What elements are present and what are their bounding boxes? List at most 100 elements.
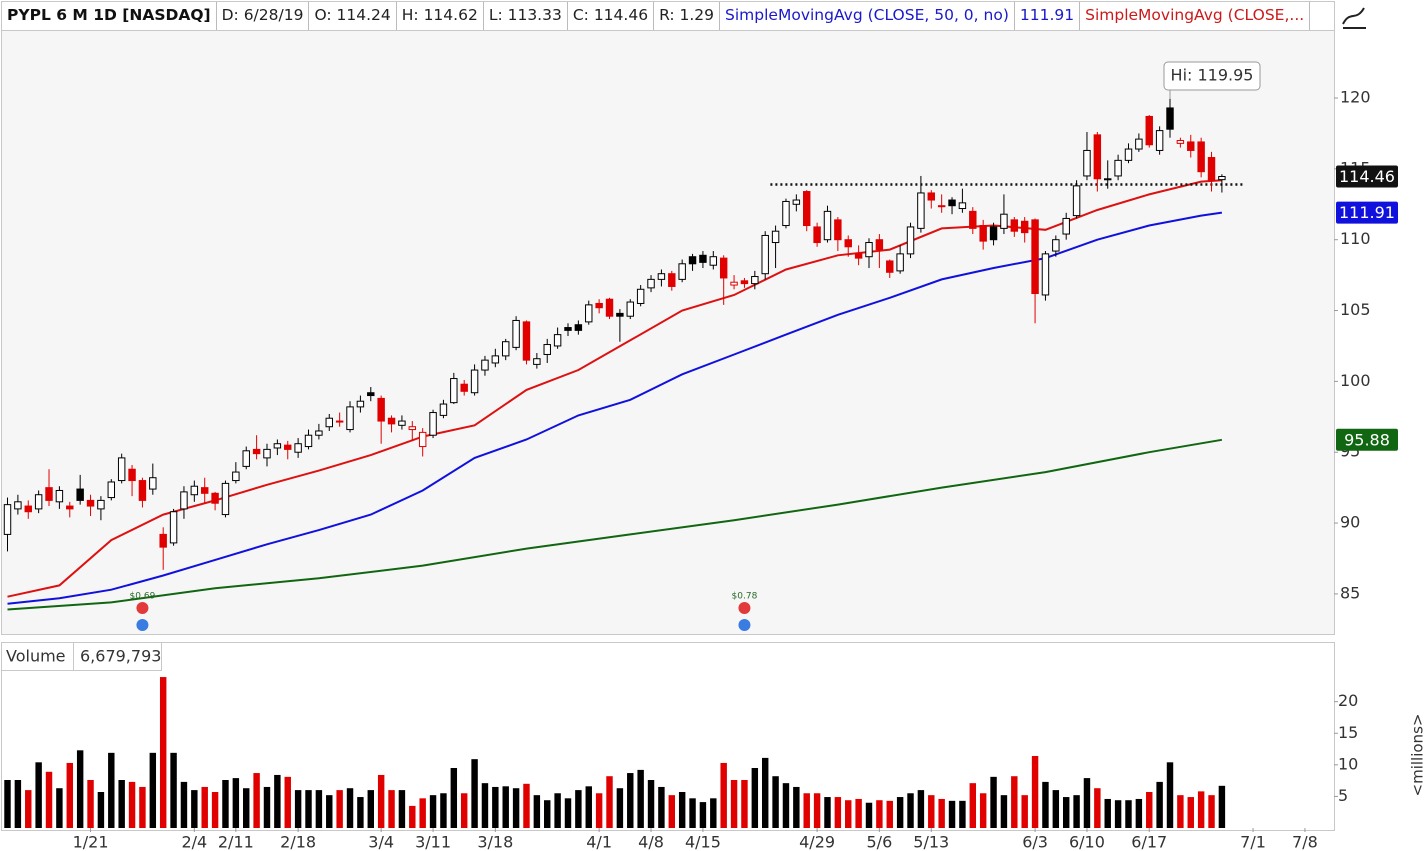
candle-body [657, 273, 666, 280]
volume-bar [1135, 798, 1143, 828]
event-dividend-icon [136, 619, 149, 631]
candle-body [14, 501, 22, 510]
candle-body [97, 499, 105, 510]
candle-body [875, 239, 884, 251]
volume-pane [1, 642, 1335, 831]
candle-body [719, 257, 728, 279]
candle-body [304, 434, 313, 448]
volume-bar [97, 792, 105, 828]
candle-body [284, 444, 292, 450]
x-tick-label: 4/1 [586, 833, 612, 851]
candle-body [1187, 141, 1195, 151]
volume-bar [1187, 797, 1194, 828]
volume-bar [14, 780, 22, 828]
volume-bar [492, 786, 499, 828]
header-item: C: 114.46 [568, 2, 655, 30]
header-item: D: 6/28/19 [217, 2, 310, 30]
candle-body [1052, 239, 1060, 252]
candle-body [439, 403, 448, 416]
candle-body [138, 480, 147, 501]
candle-body [1166, 107, 1174, 130]
candle-body [854, 253, 863, 259]
volume-bar [1156, 781, 1163, 828]
candle-body [76, 488, 84, 501]
candle-body [418, 431, 427, 448]
volume-bar [627, 773, 634, 828]
volume-bar [460, 793, 468, 828]
candle-body [180, 491, 188, 510]
volume-bar [564, 798, 572, 828]
x-tick-label: 1/21 [73, 833, 109, 851]
volume-bar [606, 776, 613, 828]
candle-body [325, 417, 333, 428]
candle-body [917, 192, 925, 229]
volume-bar [326, 795, 333, 828]
candle-body [491, 355, 500, 364]
candle-body [128, 468, 136, 482]
candle-body [169, 511, 178, 544]
volume-bar [4, 780, 11, 828]
volume-bar [772, 776, 779, 828]
candle-body [647, 278, 655, 289]
candle-body [668, 273, 676, 287]
volume-bar [658, 786, 665, 828]
x-tick-label: 4/8 [638, 833, 664, 851]
candle-body [823, 210, 832, 241]
y-tick-label: 105 [1340, 300, 1371, 319]
candle-body [688, 256, 697, 265]
volume-bar [1146, 792, 1153, 828]
volume-bar [834, 797, 842, 828]
candle-body [844, 239, 852, 248]
volume-bar [66, 762, 73, 828]
x-tick-label: 4/15 [685, 833, 721, 851]
volume-bar [699, 802, 707, 828]
candle-body [387, 417, 396, 425]
volume-bar [294, 790, 302, 828]
volume-bar [845, 800, 852, 828]
candle-body [232, 471, 240, 482]
volume-bar [398, 790, 406, 828]
candle-body [1104, 178, 1112, 181]
candle-body [55, 489, 64, 503]
style-icon[interactable] [1338, 3, 1368, 31]
candle-body [335, 420, 344, 423]
volume-bar [139, 786, 146, 828]
candle-body [761, 234, 769, 275]
volume-bar [284, 776, 291, 828]
volume-bar [917, 790, 925, 828]
candle-body [605, 298, 614, 317]
volume-bar [1062, 797, 1070, 828]
volume-bar [751, 768, 759, 828]
candle-body [896, 253, 904, 272]
volume-bar [56, 788, 63, 828]
candle-body [1145, 115, 1153, 146]
candle-body [356, 400, 365, 408]
volume-bar [409, 805, 416, 828]
candle-body [730, 281, 738, 286]
volume-bar [87, 780, 94, 828]
candle-body [1083, 149, 1091, 177]
volume-bar [1177, 795, 1184, 828]
volume-bar [429, 795, 437, 828]
volume-bar [865, 802, 873, 828]
x-tick-label: 5/6 [867, 833, 893, 851]
volume-y-tick-label: 10 [1338, 754, 1358, 773]
candle-body [574, 324, 583, 331]
candle-body [958, 202, 967, 210]
icon-glyph[interactable] [1342, 7, 1366, 29]
candle-body [398, 420, 406, 426]
volume-bar [1042, 781, 1049, 828]
volume-bar [1114, 800, 1122, 828]
candle-body [315, 430, 323, 436]
candle-body [117, 457, 126, 482]
volume-bar [575, 790, 582, 828]
candle-body [481, 359, 489, 371]
event-earnings-icon [738, 602, 751, 614]
volume-bar [824, 797, 831, 828]
candle-body [1135, 138, 1143, 150]
volume-bar [315, 790, 323, 828]
volume-bar [243, 788, 250, 828]
candle-body [408, 426, 417, 431]
candle-body [865, 242, 873, 258]
volume-bar [793, 786, 800, 828]
